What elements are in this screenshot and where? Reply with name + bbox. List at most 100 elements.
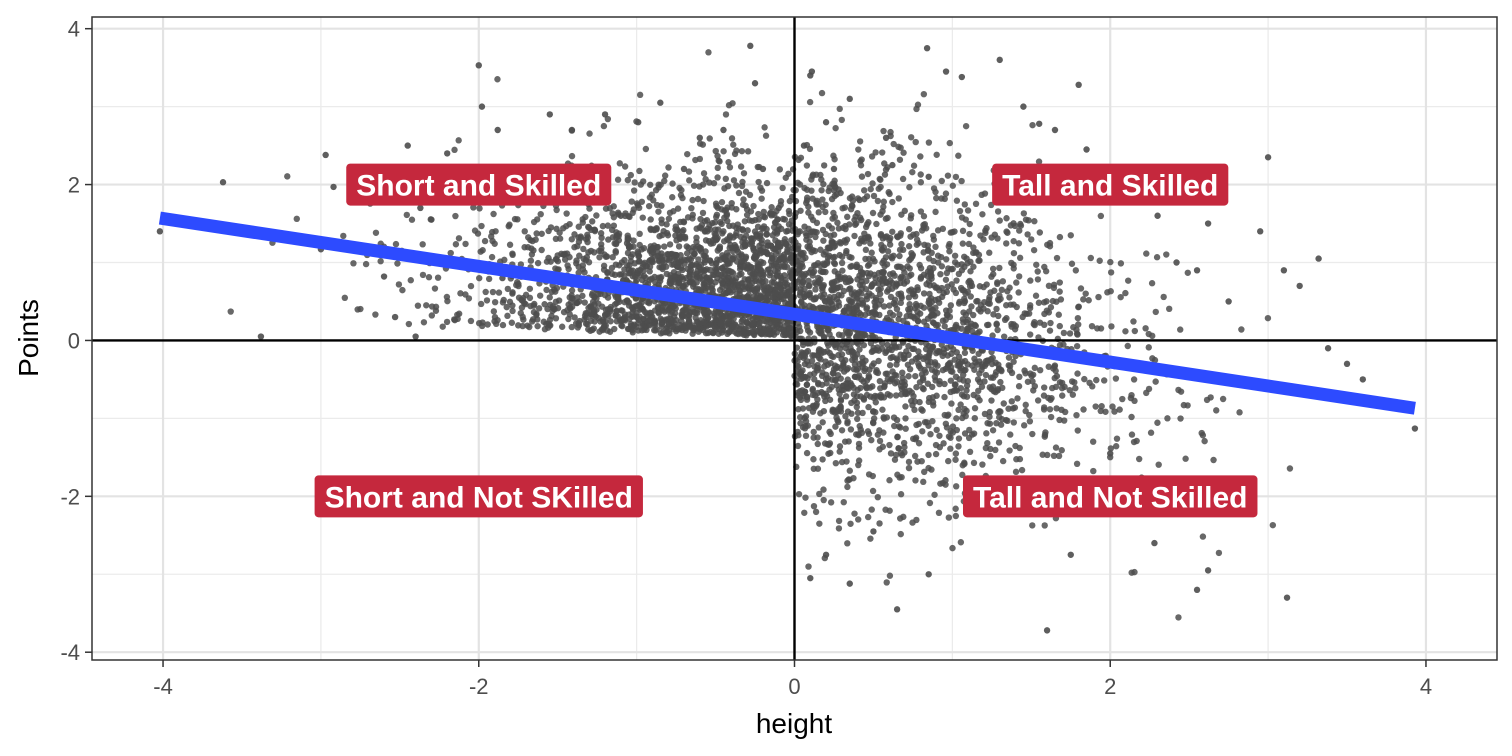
data-point xyxy=(796,414,804,421)
data-point xyxy=(900,317,907,325)
data-point xyxy=(865,471,873,478)
data-point xyxy=(952,512,960,520)
data-point xyxy=(1182,455,1189,462)
data-point xyxy=(872,296,880,304)
data-point xyxy=(680,256,688,263)
data-point xyxy=(1046,239,1054,247)
data-point xyxy=(1193,586,1201,594)
data-point xyxy=(1049,297,1057,305)
data-point xyxy=(696,140,704,147)
data-point xyxy=(1090,467,1097,475)
data-point xyxy=(591,227,599,235)
data-point xyxy=(720,228,727,235)
data-point xyxy=(1131,397,1138,405)
data-point xyxy=(712,316,719,323)
data-point xyxy=(1130,318,1137,325)
data-point xyxy=(852,304,860,311)
data-point xyxy=(830,366,838,373)
data-point xyxy=(898,294,905,302)
data-point xyxy=(408,216,416,223)
data-point xyxy=(846,580,853,587)
data-point xyxy=(917,171,924,178)
data-point xyxy=(991,287,998,294)
data-point xyxy=(794,278,802,285)
data-point xyxy=(1093,376,1100,384)
data-point xyxy=(1021,367,1028,374)
data-point xyxy=(995,297,1002,304)
data-point xyxy=(642,145,650,153)
data-point xyxy=(447,249,454,257)
data-point xyxy=(838,259,846,267)
data-point xyxy=(801,302,808,309)
data-point xyxy=(923,340,930,348)
data-point xyxy=(537,210,544,218)
data-point xyxy=(814,396,821,403)
data-point xyxy=(509,307,516,315)
data-point xyxy=(1177,326,1184,333)
data-point xyxy=(604,115,612,123)
data-point xyxy=(956,207,964,215)
data-point xyxy=(896,343,903,351)
data-point xyxy=(530,247,537,254)
data-point xyxy=(951,252,959,259)
data-point xyxy=(867,240,874,247)
data-point xyxy=(478,103,486,110)
data-point xyxy=(1031,382,1039,390)
data-point xyxy=(896,156,904,163)
data-point xyxy=(1034,397,1042,404)
data-point xyxy=(874,431,882,438)
data-point xyxy=(667,315,674,323)
data-point xyxy=(490,308,498,315)
data-point xyxy=(629,329,636,336)
data-point xyxy=(891,380,899,387)
data-point xyxy=(626,213,633,221)
data-point xyxy=(738,318,745,325)
data-point xyxy=(839,267,846,274)
data-point xyxy=(652,187,660,194)
data-point xyxy=(890,140,897,148)
data-point xyxy=(761,214,769,221)
data-point xyxy=(996,217,1003,224)
data-point xyxy=(554,304,562,312)
data-point xyxy=(892,392,900,399)
data-point xyxy=(602,253,610,260)
data-point xyxy=(819,287,826,294)
data-point xyxy=(839,382,847,390)
data-point xyxy=(896,474,903,481)
data-point xyxy=(811,228,818,236)
data-point xyxy=(538,230,545,237)
data-point xyxy=(721,185,728,192)
data-point xyxy=(745,291,752,299)
data-point xyxy=(921,418,929,426)
data-point xyxy=(943,269,951,277)
data-point xyxy=(636,258,643,265)
data-point xyxy=(1094,325,1101,332)
data-point xyxy=(1041,522,1048,529)
data-point xyxy=(660,227,667,235)
data-point xyxy=(1020,422,1028,429)
data-point xyxy=(920,213,928,220)
data-point xyxy=(897,275,904,282)
data-point xyxy=(407,277,414,284)
data-point xyxy=(470,204,477,211)
data-point xyxy=(848,290,856,298)
data-point xyxy=(961,201,968,208)
data-point xyxy=(833,414,840,421)
data-point xyxy=(755,178,762,186)
data-point xyxy=(750,202,757,210)
data-point xyxy=(836,448,843,455)
data-point xyxy=(712,147,719,155)
data-point xyxy=(711,234,719,242)
data-point xyxy=(816,520,823,527)
data-point xyxy=(706,135,713,142)
data-point xyxy=(917,302,924,310)
data-point xyxy=(893,355,900,362)
data-point xyxy=(826,396,834,403)
data-point xyxy=(843,341,851,348)
data-point xyxy=(546,316,554,324)
data-point xyxy=(777,281,784,288)
data-point xyxy=(927,430,934,438)
data-point xyxy=(515,322,522,329)
data-point xyxy=(858,235,865,242)
data-point xyxy=(1117,260,1125,267)
